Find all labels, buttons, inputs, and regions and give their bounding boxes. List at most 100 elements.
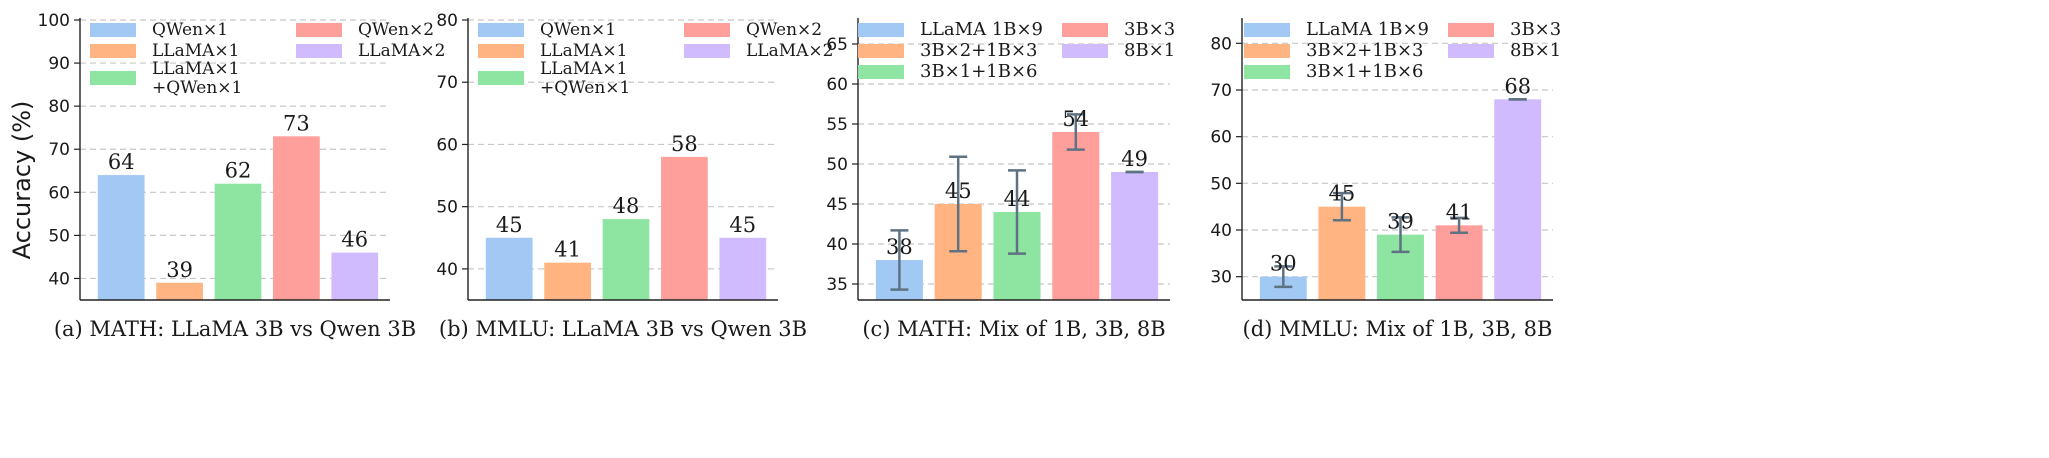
bar-3 (602, 219, 650, 300)
bar-5 (719, 237, 767, 300)
legend-swatch (684, 23, 730, 37)
legend-label: 3B×3 (1510, 19, 1561, 40)
data-label: 45 (945, 179, 972, 203)
y-tick-label: 60 (436, 135, 458, 155)
legend-label: LLaMA×2 (746, 41, 833, 61)
panel-caption: (d) MMLU: Mix of 1B, 3B, 8B (1243, 317, 1553, 341)
y-tick-label: 55 (826, 115, 848, 135)
bar-1 (485, 237, 533, 300)
data-label: 45 (729, 213, 756, 237)
legend-label: 8B×1 (1124, 40, 1175, 61)
legend-swatch (1062, 23, 1108, 37)
legend-label: LLaMA 1B×9 (920, 19, 1043, 40)
legend-swatch (858, 23, 904, 37)
data-label: 41 (554, 238, 581, 262)
panel-caption: (b) MMLU: LLaMA 3B vs Qwen 3B (439, 317, 807, 341)
legend-swatch (296, 44, 342, 58)
legend-swatch (858, 44, 904, 58)
y-tick-label: 40 (826, 235, 848, 255)
data-label: 38 (886, 235, 913, 259)
y-tick-label: 60 (48, 183, 70, 203)
legend-label: LLaMA×1 +QWen×1 (152, 59, 242, 98)
legend-label: QWen×1 (152, 20, 228, 40)
legend-label: LLaMA×1 (540, 41, 627, 61)
bar-4 (1052, 132, 1100, 300)
bar-2 (1318, 206, 1366, 300)
legend-swatch (478, 23, 524, 37)
y-axis-label: Accuracy (%) (8, 101, 36, 260)
data-label: 46 (341, 228, 368, 252)
y-tick-label: 70 (436, 73, 458, 93)
legend-swatch (1244, 65, 1290, 79)
legend-swatch (1448, 23, 1494, 37)
legend-label: 3B×3 (1124, 19, 1175, 40)
legend-label: LLaMA×1 (152, 41, 239, 61)
legend-label: QWen×2 (358, 20, 434, 40)
y-tick-label: 45 (826, 195, 848, 215)
chart-panel-1: 4050607080901006439627346QWen×1LLaMA×1LL… (38, 11, 446, 341)
y-tick-label: 50 (436, 198, 458, 218)
data-label: 39 (166, 258, 193, 282)
data-label: 44 (1004, 187, 1031, 211)
legend-label-line: LLaMA×1 (540, 59, 627, 79)
y-tick-label: 80 (48, 97, 70, 117)
chart-panel-4: 30 40 50 60 70 80 30 45 39 41 68 LLaMA 1B×93B×2+1B×… (1210, 18, 1561, 341)
bar-3 (214, 183, 262, 300)
bar-4 (1435, 225, 1483, 300)
y-tick-label: 65 (826, 35, 848, 55)
panel-caption: (c) MATH: Mix of 1B, 3B, 8B (862, 317, 1165, 341)
bar-4 (273, 136, 320, 300)
data-label: 39 (1387, 210, 1414, 234)
y-tick-label: 50 (826, 155, 848, 175)
y-tick-label: 50 (1210, 174, 1232, 194)
data-label: 73 (283, 111, 310, 135)
bar-1 (1259, 276, 1307, 300)
data-label: 54 (1062, 107, 1089, 131)
y-tick-label: 40 (436, 260, 458, 280)
legend-label: QWen×2 (746, 20, 822, 40)
legend-swatch (858, 65, 904, 79)
legend-label-line: +QWen×1 (152, 78, 242, 98)
legend-swatch (90, 44, 136, 58)
data-label: 48 (613, 194, 640, 218)
y-tick-label: 90 (48, 54, 70, 74)
legend-label: 3B×2+1B×3 (1306, 40, 1424, 61)
chart-panel-2: 40506070804541485845QWen×1LLaMA×1LLaMA×1… (436, 11, 833, 341)
y-tick-label: 80 (436, 11, 458, 31)
legend-swatch (1448, 44, 1494, 58)
legend-label: 3B×2+1B×3 (920, 40, 1038, 61)
data-label: 45 (496, 213, 523, 237)
legend-label: LLaMA×1 +QWen×1 (540, 59, 630, 98)
legend-swatch (1062, 44, 1108, 58)
data-label: 58 (671, 132, 698, 156)
data-label: 45 (1329, 182, 1356, 206)
y-tick-label: 40 (48, 269, 70, 289)
y-tick-label: 60 (826, 75, 848, 95)
legend-swatch (90, 23, 136, 37)
legend-label: 3B×1+1B×6 (920, 61, 1038, 82)
data-label: 30 (1270, 252, 1297, 276)
y-tick-label: 30 (1210, 268, 1232, 288)
legend-swatch (1244, 23, 1290, 37)
legend-swatch (296, 23, 342, 37)
data-label: 49 (1121, 147, 1148, 171)
legend-swatch (478, 44, 524, 58)
bar-5 (1494, 99, 1542, 300)
data-label: 62 (225, 159, 252, 183)
y-tick-label: 100 (38, 11, 70, 31)
bar-2 (544, 262, 591, 300)
legend-label: LLaMA×2 (358, 41, 445, 61)
legend-swatch (684, 44, 730, 58)
y-tick-label: 70 (48, 140, 70, 160)
bar-4 (661, 156, 708, 300)
bar-1 (97, 175, 145, 300)
bar-2 (156, 282, 203, 300)
legend-label: 8B×1 (1510, 40, 1561, 61)
legend-label-line: +QWen×1 (540, 78, 630, 98)
chart-panel-3: 35 40 45 50 55 60 65 38 45 44 54 49 LLaMA 1B×93B×2+1… (826, 18, 1175, 341)
legend-swatch (478, 71, 524, 85)
legend-label: LLaMA 1B×9 (1306, 19, 1429, 40)
data-label: 68 (1504, 74, 1531, 98)
legend-swatch (90, 71, 136, 85)
